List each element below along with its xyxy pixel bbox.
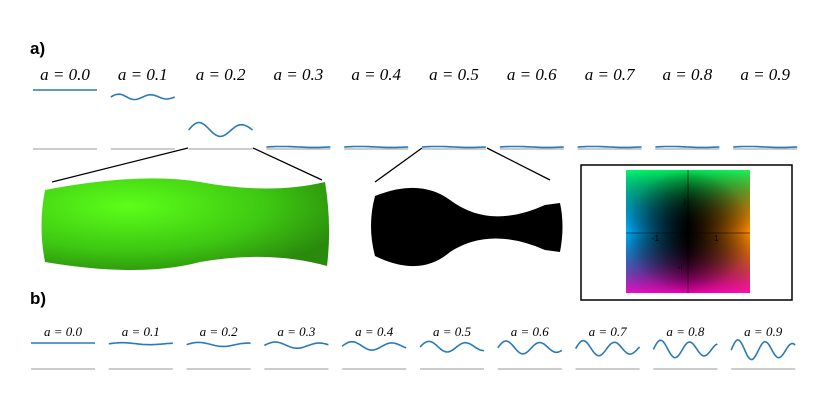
- profile-curve: [577, 145, 642, 149]
- parameter-label: a = 0.3: [274, 65, 324, 84]
- parameter-label: a = 0.6: [511, 324, 550, 339]
- profile-curve: [574, 339, 641, 357]
- parameter-label: a = 0.0: [44, 324, 83, 339]
- colormap-label: i: [684, 198, 686, 207]
- profile-curve: [419, 340, 485, 353]
- profile-curve: [730, 339, 796, 361]
- parameter-label: a = 0.2: [196, 65, 246, 84]
- parameter-label: a = 0.9: [740, 65, 790, 84]
- profile-curve: [344, 145, 409, 149]
- profile-curve: [341, 340, 407, 351]
- parameter-label: a = 0.5: [429, 65, 479, 84]
- parameter-label: a = 0.3: [277, 324, 316, 339]
- parameter-label: a = 0.1: [118, 65, 168, 84]
- profile-curve: [108, 341, 173, 346]
- parameter-label: a = 0.4: [351, 65, 401, 84]
- parameter-label: a = 0.4: [355, 324, 394, 339]
- panel-label: b): [30, 289, 46, 308]
- profile-curve: [110, 93, 176, 101]
- connector-lines: [51, 147, 551, 183]
- parameter-label: a = 0.9: [744, 324, 783, 339]
- parameter-label: a = 0.5: [433, 324, 472, 339]
- profile-curve: [186, 341, 251, 348]
- parameter-label: a = 0.6: [507, 65, 557, 84]
- profile-curve: [652, 339, 718, 359]
- parameter-label: a = 0.7: [589, 324, 628, 339]
- parameter-label: a = 0.1: [122, 324, 160, 339]
- profile-curve: [421, 145, 487, 149]
- green-surface: [41, 178, 330, 270]
- parameter-label: a = 0.0: [40, 65, 90, 84]
- colormap-label: -i: [678, 263, 683, 272]
- colormap-label: -1: [652, 234, 660, 243]
- profile-curve: [188, 121, 254, 138]
- panel-label: a): [30, 39, 45, 58]
- profile-curve: [655, 145, 720, 149]
- parameter-label: a = 0.2: [200, 324, 239, 339]
- colormap: [626, 170, 750, 293]
- profile-curve: [497, 340, 563, 355]
- profile-curve: [264, 341, 329, 349]
- parameter-label: a = 0.7: [585, 65, 636, 84]
- profile-curve: [733, 145, 798, 149]
- parameter-label: a = 0.8: [663, 65, 713, 84]
- profile-curve: [266, 145, 331, 149]
- profile-curve: [499, 145, 564, 149]
- colormap-label: 1: [714, 234, 719, 243]
- black-profile: [371, 187, 563, 267]
- parameter-label: a = 0.8: [666, 324, 705, 339]
